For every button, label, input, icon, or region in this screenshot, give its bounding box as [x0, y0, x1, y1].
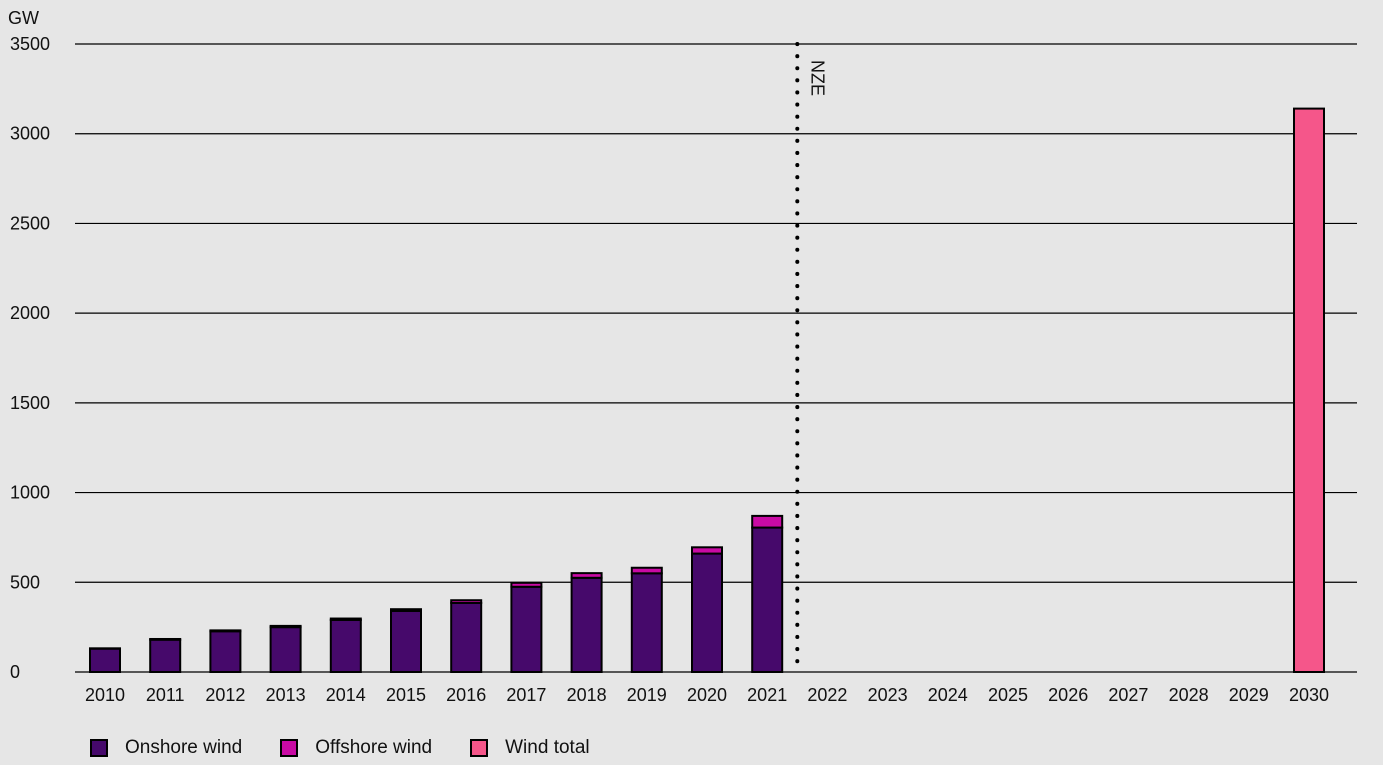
bar-offshore-wind-2015	[390, 608, 422, 612]
bar-onshore-wind-2015	[390, 609, 422, 673]
legend-label-total: Wind total	[505, 737, 590, 758]
legend-item-onshore: Onshore wind	[90, 737, 242, 759]
bar-offshore-wind-2021	[751, 514, 784, 529]
x-tick-label: 2011	[146, 685, 185, 705]
x-tick-label: 2018	[567, 685, 607, 705]
bar-onshore-wind-2016	[450, 601, 483, 673]
x-tick-label: 2024	[928, 685, 968, 705]
x-tick-label: 2019	[627, 685, 667, 705]
legend-item-total: Wind total	[470, 737, 590, 759]
y-tick-label: 0	[10, 662, 20, 682]
y-tick-label: 500	[10, 572, 40, 592]
legend-swatch-total	[470, 739, 489, 757]
x-tick-label: 2022	[807, 685, 847, 705]
bar-offshore-wind-2017	[510, 581, 543, 588]
legend-swatch-onshore	[90, 739, 108, 757]
bar-offshore-wind-2013	[269, 624, 302, 629]
x-tick-label: 2015	[386, 685, 426, 705]
x-tick-label: 2012	[205, 685, 245, 705]
x-tick-label: 2025	[988, 685, 1028, 705]
bar-offshore-wind-2014	[329, 617, 362, 621]
x-tick-label: 2017	[506, 685, 546, 705]
x-tick-label: 2026	[1048, 685, 1088, 705]
bar-onshore-wind-2012	[209, 630, 242, 673]
bar-offshore-wind-2019	[630, 566, 663, 575]
legend-label-onshore: Onshore wind	[125, 737, 243, 758]
bar-offshore-wind-2020	[691, 546, 723, 555]
x-tick-label: 2016	[446, 685, 486, 705]
y-tick-label: 3500	[10, 34, 50, 54]
bar-offshore-wind-2012	[209, 629, 242, 633]
x-tick-label: 2010	[85, 685, 125, 705]
bar-offshore-wind-2016	[450, 599, 483, 604]
bar-onshore-wind-2014	[329, 618, 362, 673]
y-axis-label: GW	[8, 8, 39, 28]
bar-wind-total-2030	[1293, 107, 1325, 673]
x-tick-label: 2014	[326, 685, 366, 705]
bar-offshore-wind-2011	[149, 637, 182, 641]
x-tick-label: 2020	[687, 685, 727, 705]
nze-label: NZE	[807, 60, 827, 96]
legend: Onshore wind Offshore wind Wind total	[90, 737, 628, 759]
x-tick-label: 2030	[1289, 685, 1329, 705]
y-tick-label: 2500	[10, 213, 50, 233]
x-tick-label: 2023	[868, 685, 908, 705]
bar-onshore-wind-2013	[269, 626, 302, 674]
x-tick-label: 2013	[266, 685, 306, 705]
y-tick-label: 3000	[10, 124, 50, 144]
x-tick-label: 2021	[747, 685, 787, 705]
legend-swatch-offshore	[280, 739, 299, 757]
y-tick-label: 1500	[10, 393, 50, 413]
y-tick-label: 2000	[10, 303, 50, 323]
bar-onshore-wind-2018	[570, 576, 603, 673]
legend-label-offshore: Offshore wind	[315, 737, 433, 758]
bar-onshore-wind-2020	[691, 552, 723, 674]
bar-onshore-wind-2010	[89, 647, 121, 673]
x-tick-label: 2028	[1169, 685, 1209, 705]
bar-onshore-wind-2017	[510, 585, 543, 673]
y-tick-label: 1000	[10, 483, 50, 503]
x-tick-label: 2027	[1108, 685, 1148, 705]
bar-onshore-wind-2019	[630, 572, 663, 673]
legend-item-offshore: Offshore wind	[280, 737, 432, 759]
x-tick-label: 2029	[1229, 685, 1269, 705]
bar-onshore-wind-2011	[149, 638, 182, 674]
bar-onshore-wind-2021	[751, 526, 784, 673]
bar-offshore-wind-2018	[570, 572, 603, 579]
